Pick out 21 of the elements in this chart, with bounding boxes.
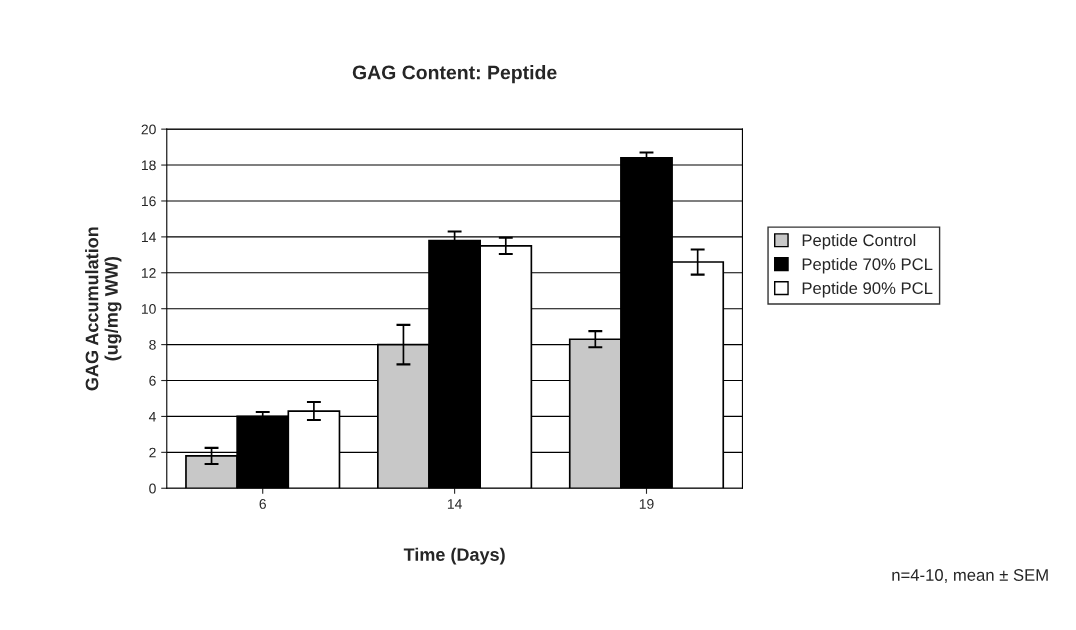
y-tick-label: 12 xyxy=(141,268,156,278)
y-tick-label: 4 xyxy=(148,411,156,422)
y-tick-label: 20 xyxy=(141,124,156,135)
chart-title: GAG Content: Peptide xyxy=(352,65,557,84)
x-tick-label: 14 xyxy=(447,499,462,509)
y-tick-label: 8 xyxy=(149,339,156,350)
legend-label: Peptide Control xyxy=(802,233,916,250)
x-tick-label: 6 xyxy=(259,499,266,509)
y-tick-label: 6 xyxy=(149,375,156,386)
y-tick-label: 0 xyxy=(149,483,156,494)
y-tick-label: 14 xyxy=(141,232,156,242)
y-tick-label: 2 xyxy=(149,447,156,458)
text: n=4-10, mean ± SEM xyxy=(892,569,1048,583)
legend-label: Peptide 90% PCL xyxy=(802,281,933,298)
y-tick-label: 16 xyxy=(141,196,156,207)
y-axis-title: GAG Accumulation (ug/mg WW) xyxy=(85,227,122,391)
y-tick-label: 10 xyxy=(141,304,156,314)
x-axis-title: Time (Days) xyxy=(403,547,505,565)
legend-label: Peptide 70% PCL xyxy=(802,257,933,274)
x-tick-label: 19 xyxy=(639,499,654,509)
y-tick-label: 18 xyxy=(141,160,156,171)
